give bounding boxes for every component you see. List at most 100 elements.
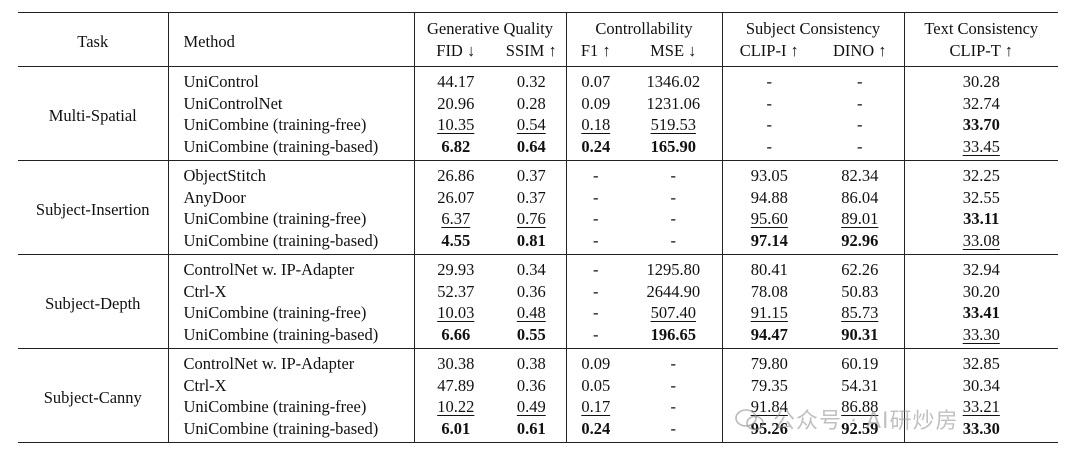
table-row: AnyDoor 26.07 0.37 - - 94.88 86.04 32.55 [18, 186, 1058, 208]
cell-value: - [670, 230, 677, 250]
cell-value: 0.61 [516, 418, 546, 438]
cell-value: 91.84 [750, 397, 788, 416]
cell-value: - [857, 72, 863, 91]
cell-value: 0.18 [581, 115, 611, 134]
cell-value: 33.30 [962, 418, 1000, 438]
table-row: Subject-Depth ControlNet w. IP-Adapter 29.… [18, 254, 1058, 313]
cell-value: 10.22 [437, 397, 475, 416]
cell-value: 86.88 [841, 397, 879, 416]
cell-clip-t: 30.34 [903, 374, 1058, 396]
cell-value: 0.37 [516, 166, 546, 185]
table-row: UniCombine (training-free) 10.22 0.49 0.17 -… [18, 396, 1058, 418]
cell-clip-t: 33.45 [903, 135, 1058, 161]
cell-f1: - [565, 323, 625, 349]
cell-dino: 92.59 [816, 418, 904, 443]
cell-ssim: 0.32 [497, 67, 566, 93]
cell-dino: - [816, 136, 904, 161]
header-group-subject-consistency: Subject Consistency [721, 12, 904, 40]
cell-dino: 62.26 [816, 255, 904, 281]
cell-clip-i: 78.08 [721, 280, 816, 302]
cell-value: - [593, 166, 599, 185]
cell-value: 94.88 [750, 187, 788, 207]
cell-f1: 0.24 [565, 417, 625, 443]
cell-value: 32.85 [962, 354, 1000, 373]
cell-value: 0.76 [516, 209, 546, 228]
cell-clip-i: 95.60 [721, 208, 816, 230]
cell-value: - [766, 115, 773, 134]
cell-mse: - [625, 230, 722, 255]
cell-value: 1231.06 [646, 93, 701, 113]
cell-dino: 85.73 [816, 302, 904, 324]
cell-fid: 4.55 [413, 229, 497, 255]
header-group-generative-quality: Generative Quality [413, 12, 566, 40]
method-cell: UniCombine (training-free) [167, 114, 414, 136]
header-group-controllability: Controllability [565, 12, 722, 40]
cell-value: 93.05 [750, 166, 788, 185]
cell-value: 33.70 [962, 115, 1000, 134]
cell-value: 6.66 [441, 324, 471, 344]
cell-value: - [593, 303, 599, 322]
method-cell: UniCombine (training-based) [167, 417, 414, 443]
cell-value: 0.37 [516, 187, 546, 207]
table-row: UniCombine (training-based) 6.01 0.61 0.24 -… [18, 417, 1058, 443]
cell-mse: 1231.06 [625, 93, 722, 115]
cell-value: 94.47 [750, 324, 788, 344]
cell-value: 60.19 [841, 354, 879, 373]
cell-value: 10.35 [437, 115, 475, 134]
header-method: Method [167, 12, 414, 67]
cell-clip-t: 33.70 [903, 114, 1058, 136]
cell-clip-i: 91.84 [721, 396, 816, 418]
table-row: UniCombine (training-free) 6.37 0.76 - - 95.6… [18, 208, 1058, 230]
cell-f1: 0.07 [565, 66, 625, 93]
cell-mse: 2644.90 [625, 281, 722, 303]
cell-value: - [670, 209, 677, 228]
cell-value: - [670, 418, 677, 438]
cell-ssim: 0.49 [497, 396, 566, 418]
cell-value: 4.55 [441, 230, 471, 250]
cell-value: - [670, 187, 677, 207]
cell-fid: 6.82 [413, 135, 497, 161]
cell-value: 30.20 [962, 281, 1000, 301]
cell-ssim: 0.55 [497, 324, 566, 349]
task-label: Subject-Insertion [35, 199, 150, 219]
cell-clip-t: 32.25 [903, 160, 1058, 187]
cell-value: - [857, 136, 863, 156]
header-row-groups: Task Method Generative Quality Controlla… [18, 12, 1058, 67]
task-label: Multi-Spatial [48, 105, 137, 125]
cell-clip-t: 30.28 [903, 66, 1058, 93]
cell-ssim: 0.38 [497, 349, 566, 375]
cell-value: - [593, 209, 599, 228]
cell-value: 10.03 [437, 303, 475, 322]
cell-ssim: 0.54 [497, 114, 566, 136]
table-row: Ctrl-X 47.89 0.36 0.05 - 79.35 54.31 30.34 [18, 374, 1058, 396]
table-row: Multi-Spatial UniControl 44.17 0.32 0.07 1346… [18, 66, 1058, 125]
table-row: UniCombine (training-based) 4.55 0.81 - - 97.… [18, 229, 1058, 255]
cell-dino: - [816, 67, 904, 93]
cell-value: 30.34 [962, 375, 1000, 395]
table-row: UniCombine (training-based) 6.82 0.64 0.24 1… [18, 135, 1058, 161]
cell-value: 33.41 [962, 303, 1000, 322]
cell-f1: 0.18 [565, 114, 625, 136]
cell-clip-i: 93.05 [721, 160, 816, 187]
cell-value: 0.07 [581, 72, 611, 91]
cell-mse: 1346.02 [625, 67, 722, 93]
cell-value: - [857, 93, 863, 113]
header-metric-fid: FID ↓ [413, 39, 497, 67]
cell-value: 165.90 [650, 136, 696, 156]
cell-clip-t: 32.74 [903, 92, 1058, 114]
cell-value: - [857, 115, 863, 134]
cell-value: 91.15 [750, 303, 788, 322]
cell-value: 79.35 [750, 375, 788, 395]
cell-value: - [670, 375, 677, 395]
cell-ssim: 0.28 [497, 93, 566, 115]
table-row: UniControlNet 20.96 0.28 0.09 1231.06 - - 32.74 [18, 92, 1058, 115]
cell-value: - [593, 230, 599, 250]
cell-clip-t: 33.21 [903, 396, 1058, 418]
cell-value: 97.14 [750, 230, 788, 250]
cell-value: 0.36 [516, 375, 546, 395]
cell-value: 90.31 [841, 324, 879, 344]
cell-value: 0.55 [516, 324, 546, 344]
cell-value: 33.08 [962, 230, 1000, 250]
cell-clip-t: 33.41 [903, 302, 1058, 324]
cell-dino: 60.19 [816, 349, 904, 375]
